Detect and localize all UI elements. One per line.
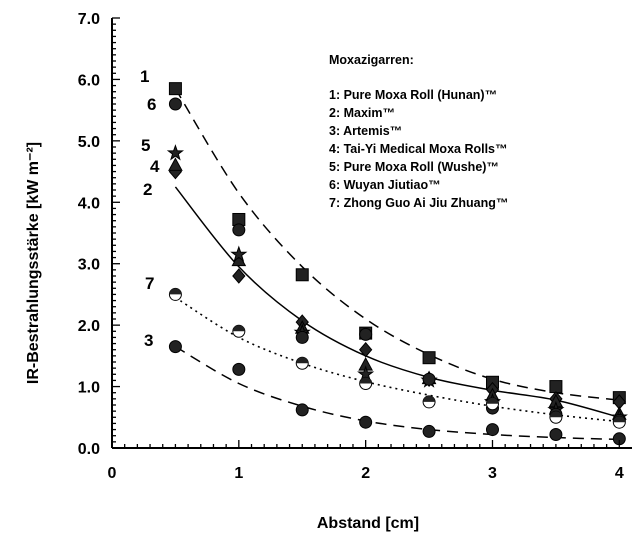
data-point-series-1 — [422, 351, 436, 365]
data-point-series-3 — [485, 423, 499, 437]
data-point-series-7-fill — [486, 397, 499, 404]
series-label-2: 2 — [143, 180, 152, 199]
legend-entry: 7: Zhong Guo Ai Jiu Zhuang™ — [329, 196, 508, 210]
data-point-series-7 — [168, 287, 182, 301]
data-point-series-1 — [168, 82, 182, 96]
y-tick-label: 4.0 — [78, 195, 100, 212]
y-tick-label: 5.0 — [78, 134, 100, 151]
data-markers — [166, 82, 628, 446]
data-point-series-2 — [232, 268, 246, 284]
data-point-series-6 — [295, 330, 309, 344]
y-tick-label: 0.0 — [78, 441, 100, 458]
x-tick-label: 1 — [234, 465, 243, 482]
data-point-series-3 — [295, 403, 309, 417]
data-point-series-7-fill — [613, 416, 626, 423]
series-label-6: 6 — [147, 95, 156, 114]
fit-curves — [174, 88, 620, 441]
y-axis-title: IR-Bestrahlungsstärke [kW m⁻²] — [25, 142, 42, 384]
y-tick-label: 2.0 — [78, 318, 100, 335]
data-point-series-3 — [232, 362, 246, 376]
data-point-series-7 — [359, 377, 373, 390]
data-point-series-5 — [166, 144, 184, 161]
x-tick-label: 2 — [361, 465, 370, 482]
data-point-series-7 — [295, 356, 309, 370]
legend-entry: 3: Artemis™ — [329, 124, 402, 138]
data-point-series-7-fill — [169, 288, 182, 295]
data-point-series-6 — [359, 327, 373, 341]
y-tick-label: 7.0 — [78, 11, 100, 28]
data-point-series-7-fill — [359, 377, 372, 384]
fit-curve-series-3 — [175, 345, 620, 441]
data-point-series-3 — [168, 340, 182, 354]
data-point-series-7 — [232, 324, 246, 338]
x-tick-label: 0 — [108, 465, 117, 482]
x-tick-label: 4 — [615, 465, 624, 482]
data-point-series-7-fill — [549, 411, 562, 418]
series-label-5: 5 — [141, 136, 150, 155]
data-point-series-7 — [549, 410, 563, 424]
legend-entry: 1: Pure Moxa Roll (Hunan)™ — [329, 88, 497, 102]
y-tick-label: 3.0 — [78, 257, 100, 274]
fit-curve-series-2 — [174, 186, 620, 419]
data-point-series-7-fill — [296, 357, 309, 364]
x-tick-label: 3 — [488, 465, 497, 482]
data-point-series-3 — [359, 415, 373, 429]
legend-entry: 2: Maxim™ — [329, 106, 395, 120]
legend-entry: 6: Wuyan Jiutiao™ — [329, 178, 441, 192]
data-point-series-7 — [422, 395, 436, 409]
data-point-series-7 — [485, 397, 499, 411]
fit-curve-series-1 — [174, 88, 620, 401]
data-point-series-1 — [549, 380, 563, 394]
series-label-1: 1 — [140, 67, 149, 86]
data-point-series-7-fill — [232, 325, 245, 332]
y-tick-label: 6.0 — [78, 72, 100, 89]
data-point-series-6 — [168, 97, 182, 111]
data-point-series-6 — [422, 372, 436, 386]
legend-title: Moxazigarren: — [329, 53, 414, 67]
y-tick-label: 1.0 — [78, 380, 100, 397]
data-point-series-7 — [612, 415, 626, 429]
series-label-3: 3 — [144, 331, 153, 350]
data-point-series-6 — [232, 223, 246, 237]
legend-entry: 5: Pure Moxa Roll (Wushe)™ — [329, 160, 499, 174]
series-label-4: 4 — [150, 157, 160, 176]
series-labels: 1 6 54 2 7 3 — [140, 67, 160, 350]
legend: Moxazigarren: 1: Pure Moxa Roll (Hunan)™… — [329, 53, 508, 210]
legend-entry: 4: Tai-Yi Medical Moxa Rolls™ — [329, 142, 508, 156]
series-label-7: 7 — [145, 274, 154, 293]
data-point-series-1 — [295, 268, 309, 282]
data-point-series-7-fill — [423, 395, 436, 402]
x-axis-title: Abstand [cm] — [317, 515, 419, 532]
fit-curve-series-7 — [174, 296, 620, 423]
data-point-series-5 — [230, 245, 248, 262]
axes — [111, 17, 632, 449]
data-point-series-4 — [168, 157, 183, 171]
data-point-series-3 — [422, 424, 436, 438]
data-point-series-3 — [549, 427, 563, 441]
data-point-series-2 — [358, 341, 373, 358]
tick-labels: 0.0 1.0 2.0 3.0 4.0 5.0 6.0 7.0 0 1 2 3 4 — [78, 11, 624, 482]
